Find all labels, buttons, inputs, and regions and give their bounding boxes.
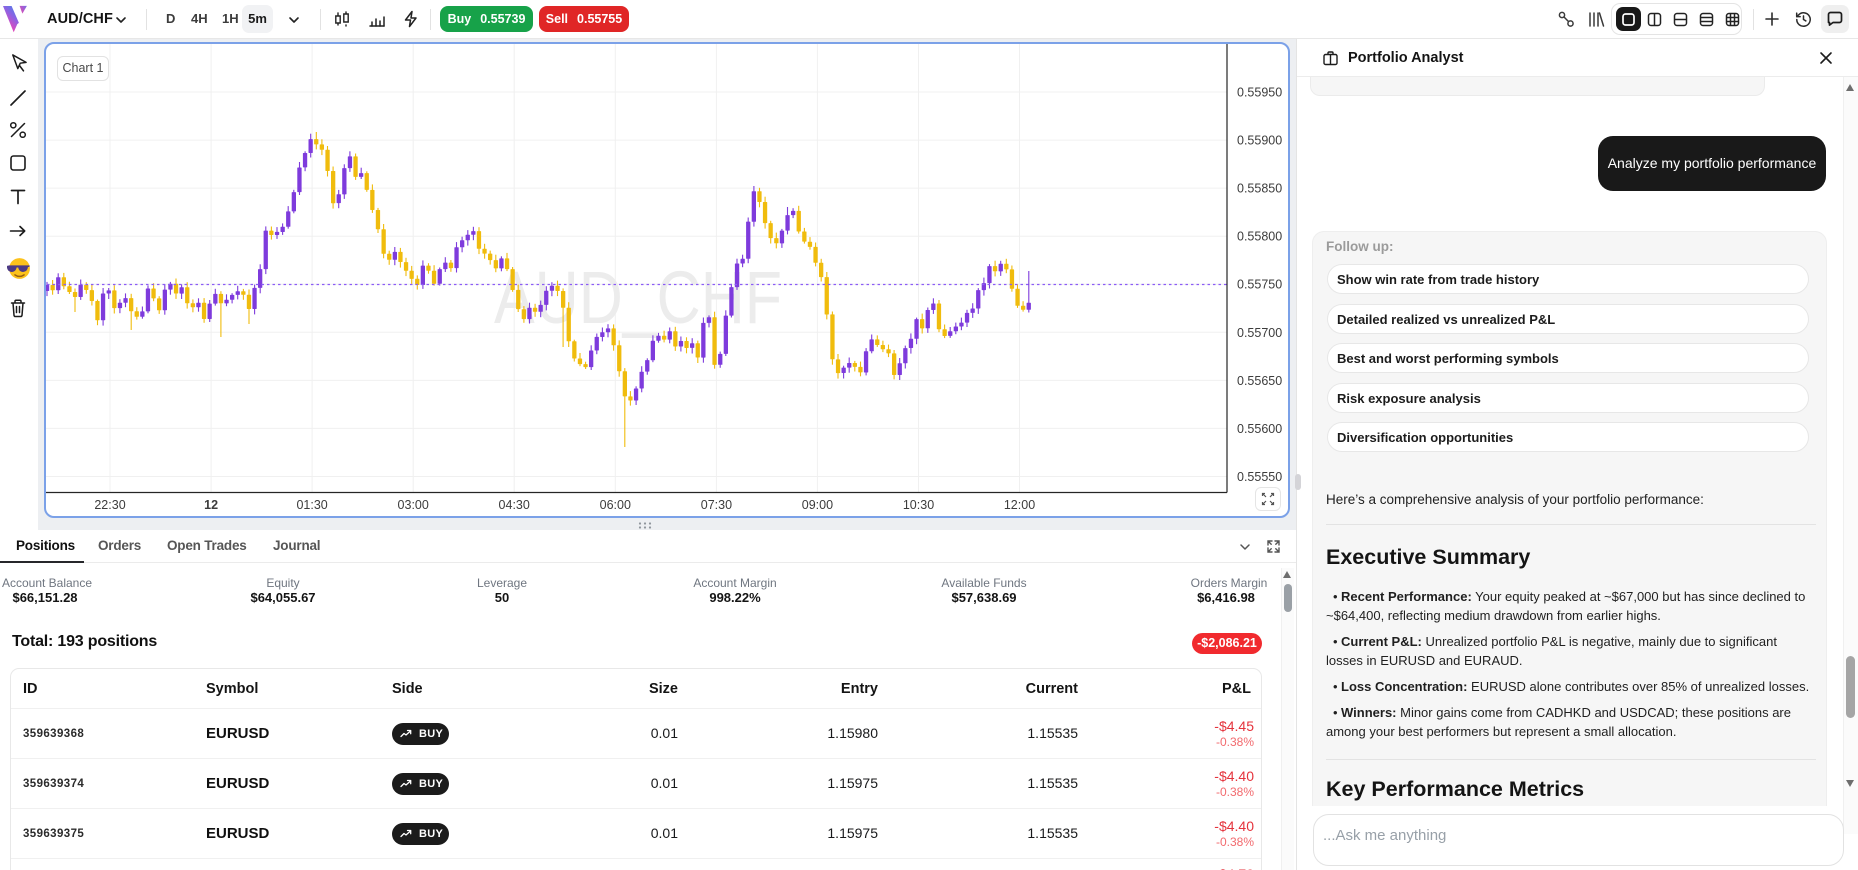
svg-text:0.55600: 0.55600 xyxy=(1237,422,1282,436)
svg-text:10:30: 10:30 xyxy=(903,498,934,512)
svg-text:04:30: 04:30 xyxy=(499,498,530,512)
svg-text:AUD_CHF: AUD_CHF xyxy=(494,256,782,339)
svg-text:0.55750: 0.55750 xyxy=(1237,278,1282,292)
svg-text:0.55800: 0.55800 xyxy=(1237,230,1282,244)
svg-text:0.55550: 0.55550 xyxy=(1237,470,1282,484)
svg-text:0.55850: 0.55850 xyxy=(1237,182,1282,196)
svg-text:01:30: 01:30 xyxy=(296,498,327,512)
svg-text:22:30: 22:30 xyxy=(94,498,125,512)
svg-text:12: 12 xyxy=(204,498,218,512)
svg-text:0.55650: 0.55650 xyxy=(1237,374,1282,388)
svg-text:03:00: 03:00 xyxy=(398,498,429,512)
svg-text:12:00: 12:00 xyxy=(1004,498,1035,512)
svg-text:09:00: 09:00 xyxy=(802,498,833,512)
svg-text:0.55900: 0.55900 xyxy=(1237,134,1282,148)
svg-text:07:30: 07:30 xyxy=(701,498,732,512)
svg-text:0.55950: 0.55950 xyxy=(1237,86,1282,100)
svg-text:06:00: 06:00 xyxy=(600,498,631,512)
svg-text:0.55700: 0.55700 xyxy=(1237,326,1282,340)
